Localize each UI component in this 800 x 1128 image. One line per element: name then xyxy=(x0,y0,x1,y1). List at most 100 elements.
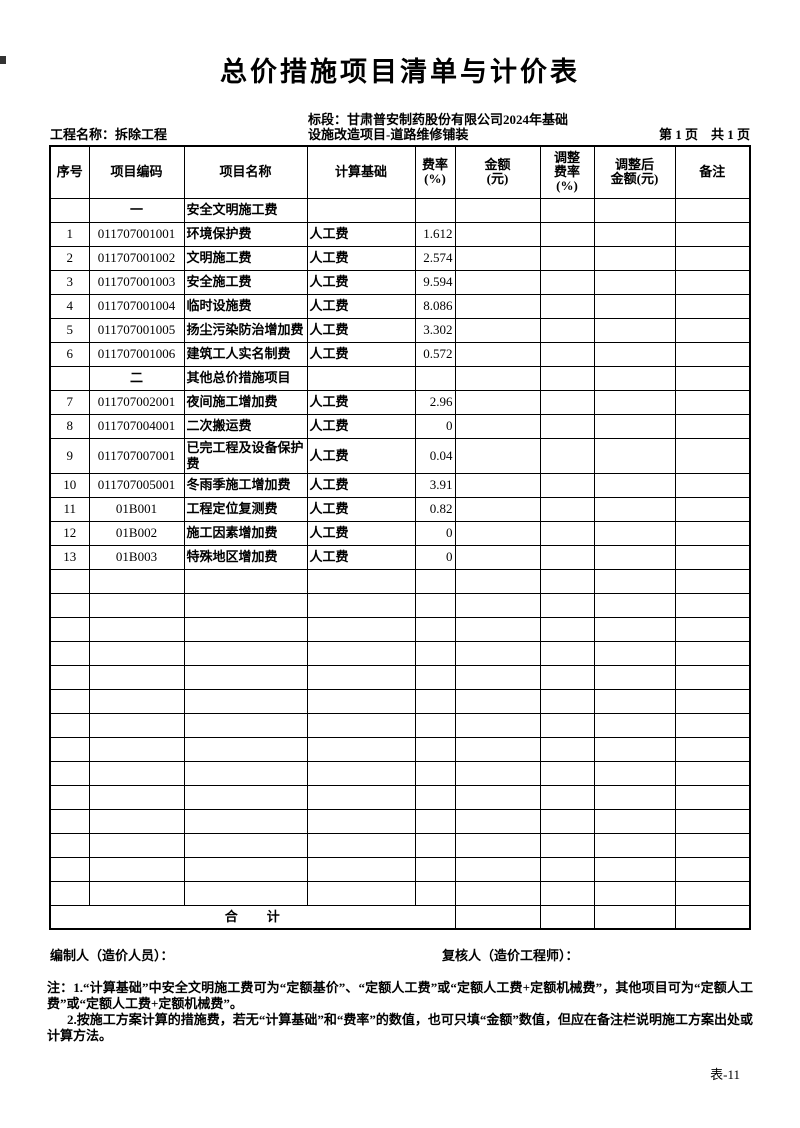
cell-adj-amount xyxy=(593,197,676,223)
cell-adj-amount xyxy=(593,688,676,714)
cell-amount xyxy=(454,880,541,906)
cell-name xyxy=(183,832,308,858)
cell-note xyxy=(674,389,751,415)
cell-adj-rate xyxy=(539,880,595,906)
empty-row xyxy=(49,808,751,834)
cell-seq: 13 xyxy=(49,544,90,570)
meta-row: 工程名称：拆除工程 标段：甘肃普安制药股份有限公司2024年基础 设施改造项目-… xyxy=(50,112,750,142)
cell-code: 011707004001 xyxy=(88,413,185,439)
cell-seq: 4 xyxy=(49,293,90,319)
reviewer-label: 复核人（造价工程师）： xyxy=(442,948,579,963)
cell-rate xyxy=(414,808,456,834)
section-line-2: 设施改造项目-道路维修铺装 xyxy=(308,127,469,142)
cell-note xyxy=(674,365,751,391)
empty-row xyxy=(49,616,751,642)
empty-row xyxy=(49,664,751,690)
cell-adj-amount xyxy=(593,520,676,546)
cell-name: 施工因素增加费 xyxy=(183,520,308,546)
cell-amount xyxy=(454,808,541,834)
cell-amount xyxy=(454,688,541,714)
table-row: 1 011707001001 环境保护费 人工费 1.612 xyxy=(49,221,751,247)
cell-name: 安全文明施工费 xyxy=(183,197,308,223)
cell-amount xyxy=(454,520,541,546)
cell-amount xyxy=(454,496,541,522)
cell-basis xyxy=(306,712,416,738)
cell-note xyxy=(674,592,751,618)
cell-name xyxy=(183,592,308,618)
cell-seq xyxy=(49,365,90,391)
cell-note xyxy=(674,293,751,319)
cell-seq xyxy=(49,592,90,618)
cell-adj-rate xyxy=(539,616,595,642)
cell-seq xyxy=(49,197,90,223)
cell-rate: 0.82 xyxy=(414,496,456,522)
empty-row xyxy=(49,880,751,906)
cell-basis xyxy=(306,832,416,858)
total-label: 合 计 xyxy=(49,904,456,930)
col-header-rate: 费率 (%) xyxy=(414,145,456,199)
cell-code xyxy=(88,616,185,642)
cell-name xyxy=(183,760,308,786)
cell-adj-rate xyxy=(539,245,595,271)
cell-name: 安全施工费 xyxy=(183,269,308,295)
cell-note xyxy=(674,616,751,642)
col-header-note: 备注 xyxy=(674,145,751,199)
cell-basis xyxy=(306,568,416,594)
cell-basis xyxy=(306,640,416,666)
notes-block: 注：1.“计算基础”中安全文明施工费可为“定额基价”、“定额人工费”或“定额人工… xyxy=(47,980,753,1044)
cell-adj-amount xyxy=(593,221,676,247)
cell-amount xyxy=(454,365,541,391)
cell-note xyxy=(674,904,751,930)
cell-seq: 9 xyxy=(49,437,90,474)
cell-note xyxy=(674,496,751,522)
cell-note xyxy=(674,437,751,474)
cell-amount xyxy=(454,616,541,642)
total-row: 合 计 xyxy=(49,904,751,930)
cell-adj-rate xyxy=(539,496,595,522)
cell-amount xyxy=(454,341,541,367)
cell-adj-amount xyxy=(593,544,676,570)
cell-adj-amount xyxy=(593,293,676,319)
cell-basis xyxy=(306,856,416,882)
group-row: 一安全文明施工费 xyxy=(49,197,751,223)
cell-code xyxy=(88,592,185,618)
col-header-adj-rate: 调整 费率 (%) xyxy=(539,145,595,199)
cell-adj-rate xyxy=(539,389,595,415)
cell-note xyxy=(674,269,751,295)
col-header-seq: 序号 xyxy=(49,145,90,199)
cell-basis: 人工费 xyxy=(306,293,416,319)
cell-adj-amount xyxy=(593,832,676,858)
cell-seq xyxy=(49,616,90,642)
cell-adj-amount xyxy=(593,437,676,474)
cell-seq xyxy=(49,736,90,762)
cell-note xyxy=(674,317,751,343)
note-1: 注：1.“计算基础”中安全文明施工费可为“定额基价”、“定额人工费”或“定额人工… xyxy=(47,980,753,1011)
cell-note xyxy=(674,640,751,666)
cell-rate: 0.572 xyxy=(414,341,456,367)
cell-rate xyxy=(414,712,456,738)
cell-adj-rate xyxy=(539,640,595,666)
empty-row xyxy=(49,712,751,738)
cell-rate xyxy=(414,568,456,594)
cell-adj-rate xyxy=(539,592,595,618)
cell-name xyxy=(183,664,308,690)
page-title: 总价措施项目清单与计价表 xyxy=(220,57,580,87)
cell-rate xyxy=(414,784,456,810)
cell-note xyxy=(674,520,751,546)
table-row: 11 01B001 工程定位复测费 人工费 0.82 xyxy=(49,496,751,522)
table-row: 3 011707001003 安全施工费 人工费 9.594 xyxy=(49,269,751,295)
cell-basis: 人工费 xyxy=(306,413,416,439)
cell-name: 夜间施工增加费 xyxy=(183,389,308,415)
table-row: 7 011707002001 夜间施工增加费 人工费 2.96 xyxy=(49,389,751,415)
cell-rate: 2.574 xyxy=(414,245,456,271)
empty-row xyxy=(49,736,751,762)
cell-adj-amount xyxy=(593,784,676,810)
section-line-1: 标段：甘肃普安制药股份有限公司2024年基础 xyxy=(308,112,569,127)
empty-row xyxy=(49,640,751,666)
cell-amount xyxy=(454,760,541,786)
cell-code: 011707001006 xyxy=(88,341,185,367)
cell-seq xyxy=(49,664,90,690)
cell-adj-amount xyxy=(593,413,676,439)
cell-code xyxy=(88,784,185,810)
